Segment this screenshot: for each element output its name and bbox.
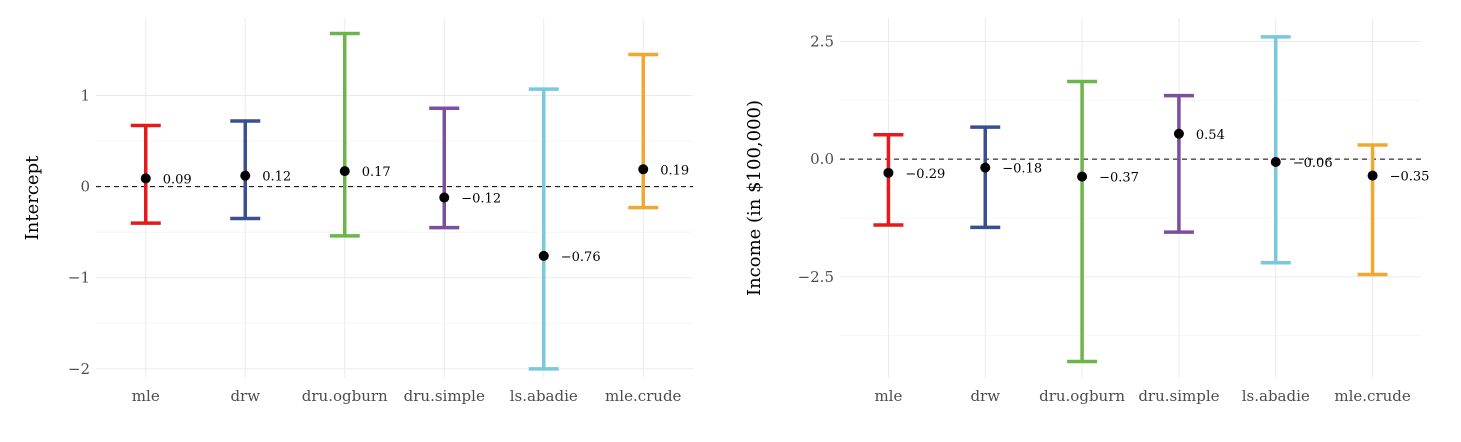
errorbar-ls-abadie: −0.06 <box>1260 35 1333 265</box>
x-tick-label: ls.abadie <box>510 387 578 405</box>
estimate-label: −0.35 <box>1390 170 1430 185</box>
y-tick-label: 0 <box>80 178 90 196</box>
estimate-point <box>339 166 350 177</box>
estimate-point <box>140 173 151 184</box>
estimate-point <box>883 167 894 178</box>
estimate-point <box>240 170 251 181</box>
estimate-point <box>439 192 450 203</box>
y-tick-label: 2.5 <box>810 33 834 51</box>
y-axis-title: Income (in $100,000) <box>744 100 765 296</box>
estimate-point <box>1173 128 1184 139</box>
income-panel: 2.5 0.0 −2.5 −0.29 mle −0.18 drw −0.37 dru.ogbur… <box>744 18 1429 405</box>
x-tick-label: mle <box>132 387 160 405</box>
y-tick-label: 1 <box>80 86 90 104</box>
errorbar-dru-ogburn: 0.17 <box>329 31 391 238</box>
estimate-label: 0.17 <box>362 165 391 180</box>
x-tick-label: dru.simple <box>1138 387 1219 405</box>
y-axis-title: Intercept <box>22 155 43 240</box>
estimate-label: 0.19 <box>660 163 689 178</box>
estimate-point <box>1270 157 1281 167</box>
estimate-point <box>980 162 991 173</box>
errorbar-mle-crude: 0.19 <box>628 52 689 210</box>
estimate-point <box>1367 170 1378 181</box>
estimate-point <box>1077 171 1088 182</box>
x-tick-label: dru.simple <box>404 387 485 405</box>
estimate-label: 0.09 <box>163 172 192 187</box>
y-tick-label: −2.5 <box>798 268 834 286</box>
estimate-point <box>538 250 549 261</box>
errorbar-dru-simple: 0.54 <box>1163 93 1225 234</box>
errorbar-mle-crude: −0.35 <box>1357 143 1430 277</box>
x-tick-label: dru.ogburn <box>1039 387 1125 405</box>
estimate-label: −0.29 <box>905 167 945 182</box>
y-tick-label: −1 <box>68 269 90 287</box>
errorbar-drw: 0.12 <box>230 119 291 221</box>
intercept-panel: 1 0 −1 −2 0.09 mle 0.12 drw 0.17 dru.ogburn −0.12 d… <box>22 18 693 405</box>
estimate-label: −0.76 <box>561 250 601 265</box>
y-tick-label: −2 <box>68 360 90 378</box>
x-tick-label: mle.crude <box>605 387 682 405</box>
estimate-point <box>638 164 649 175</box>
x-tick-label: mle <box>874 387 902 405</box>
x-tick-label: ls.abadie <box>1242 387 1310 405</box>
errorbar-dru-simple: −0.12 <box>429 106 501 230</box>
errorbar-dru-ogburn: −0.37 <box>1067 79 1139 364</box>
errorbar-mle: 0.09 <box>130 123 192 225</box>
y-tick-label: 0.0 <box>810 150 834 168</box>
errorbar-mle: −0.29 <box>873 132 945 227</box>
errorbar-ls-abadie: −0.76 <box>528 87 601 371</box>
estimate-label: 0.54 <box>1196 128 1225 143</box>
estimate-label: −0.37 <box>1099 171 1139 186</box>
estimate-label: 0.12 <box>262 170 291 185</box>
estimate-label: −0.06 <box>1293 156 1333 171</box>
errorbar-drw: −0.18 <box>970 125 1042 230</box>
x-tick-label: mle.crude <box>1334 387 1411 405</box>
x-tick-label: dru.ogburn <box>302 387 388 405</box>
x-tick-label: drw <box>230 387 260 405</box>
estimate-label: −0.18 <box>1002 162 1042 177</box>
x-tick-label: drw <box>970 387 1000 405</box>
estimate-label: −0.12 <box>461 192 501 207</box>
